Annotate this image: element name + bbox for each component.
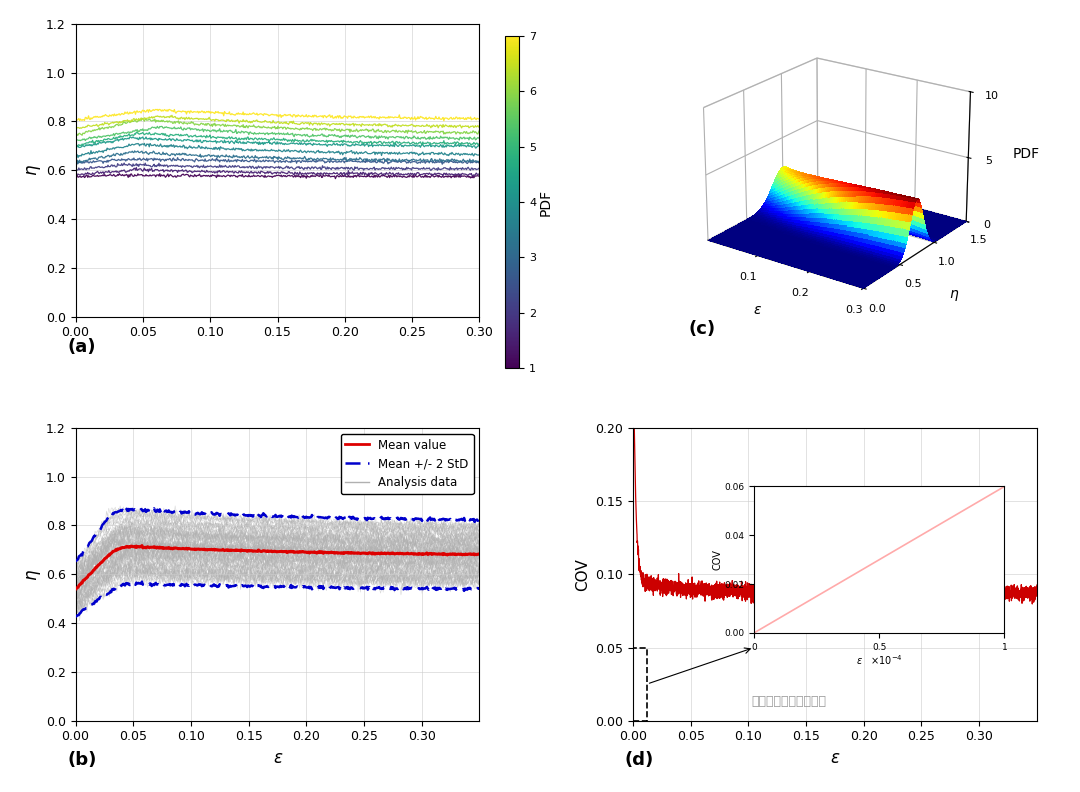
Y-axis label: PDF: PDF <box>539 188 553 215</box>
X-axis label: ε: ε <box>273 749 282 767</box>
Y-axis label: η: η <box>949 287 958 301</box>
X-axis label: ε: ε <box>753 303 760 317</box>
Text: (b): (b) <box>68 751 97 769</box>
Y-axis label: η: η <box>23 165 40 176</box>
Text: (a): (a) <box>68 337 96 356</box>
Bar <box>633 648 647 721</box>
Text: (c): (c) <box>688 320 716 338</box>
Y-axis label: η: η <box>23 569 40 580</box>
Legend: Mean value, Mean +/- 2 StD, Analysis data: Mean value, Mean +/- 2 StD, Analysis dat… <box>340 434 473 494</box>
Y-axis label: COV: COV <box>575 558 590 591</box>
Text: 工程可靠性与随机力学: 工程可靠性与随机力学 <box>751 695 826 708</box>
X-axis label: ε: ε <box>831 749 839 767</box>
Text: (d): (d) <box>625 751 654 769</box>
